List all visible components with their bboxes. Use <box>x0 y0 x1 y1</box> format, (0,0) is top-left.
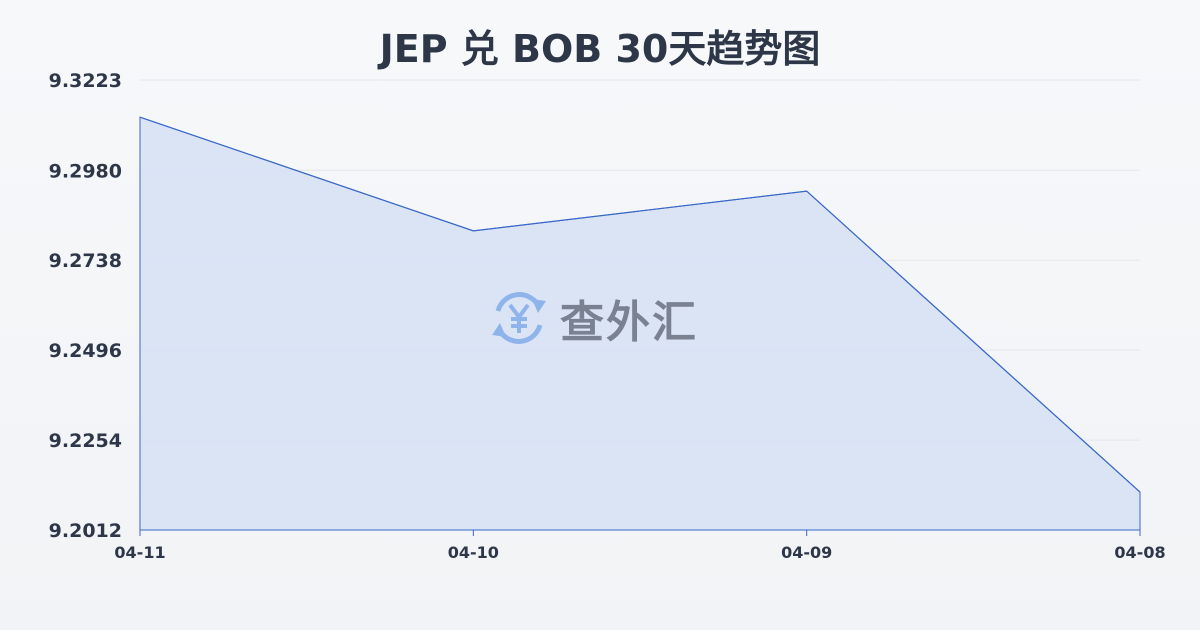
y-tick-label: 9.2738 <box>49 250 122 272</box>
yen-exchange-icon <box>492 292 546 344</box>
y-tick-label: 9.2254 <box>49 430 122 452</box>
x-tick-label: 04-09 <box>781 543 832 562</box>
y-tick-label: 9.2012 <box>49 520 122 542</box>
y-tick-label: 9.3223 <box>49 70 122 92</box>
x-tick-label: 04-10 <box>448 543 499 562</box>
x-tick-label: 04-08 <box>1114 543 1165 562</box>
y-tick-label: 9.2980 <box>49 160 122 182</box>
watermark: 查外汇 <box>488 286 698 350</box>
series-line <box>139 116 1141 493</box>
y-tick-label: 9.2496 <box>49 340 122 362</box>
watermark-text: 查外汇 <box>560 297 698 348</box>
chart-title: JEP 兑 BOB 30天趋势图 <box>379 27 821 71</box>
x-tick-label: 04-11 <box>114 543 165 562</box>
